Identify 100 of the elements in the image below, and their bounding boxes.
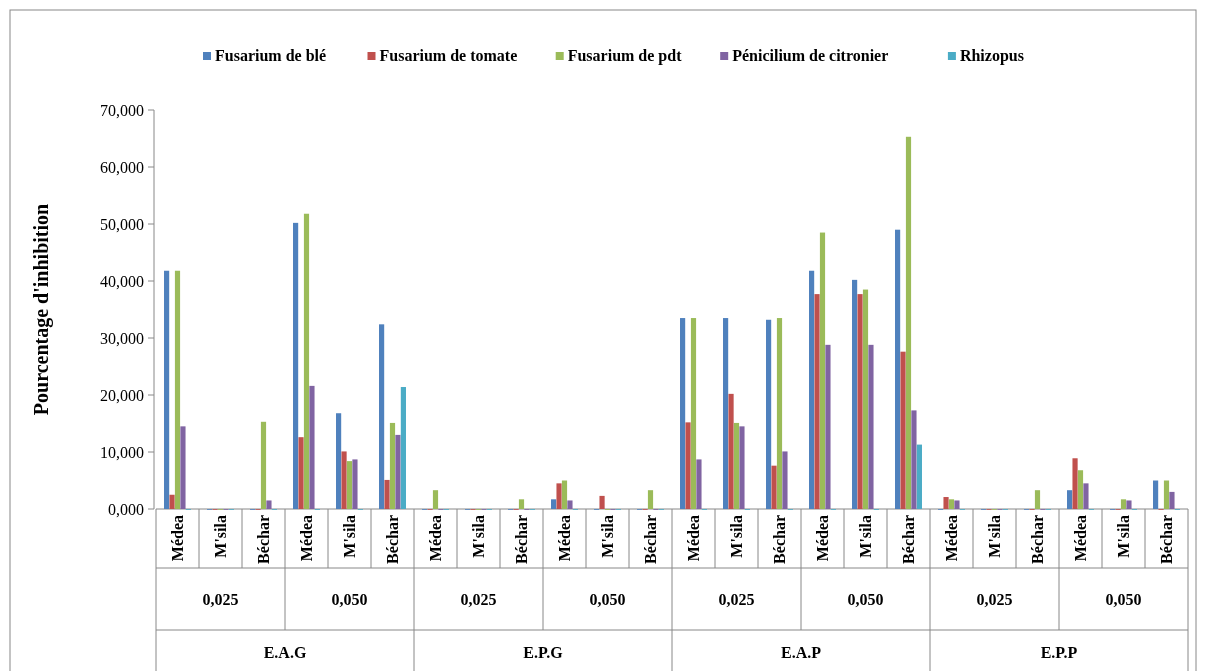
bar <box>857 294 863 509</box>
bar <box>164 270 170 509</box>
x-tick-label: M'sila <box>212 515 230 558</box>
bar <box>825 344 831 509</box>
bar <box>1120 499 1127 509</box>
x-tick-label: Médea <box>169 515 187 562</box>
bar <box>518 499 525 509</box>
text: 0,025 <box>202 590 239 608</box>
bar <box>819 232 826 509</box>
bar <box>1169 491 1175 509</box>
bar <box>943 497 949 509</box>
x-tick-label: Médea <box>814 515 832 562</box>
x-tick-label: Médea <box>1072 515 1090 562</box>
bar <box>174 270 181 509</box>
bar <box>728 393 734 509</box>
legend-label: Fusarium de blé <box>215 47 327 64</box>
bar <box>395 434 401 509</box>
x-tick-label: Médea <box>556 515 574 562</box>
legend-label: Fusarium de tomate <box>379 47 518 64</box>
bar <box>905 136 912 509</box>
bar <box>696 459 702 509</box>
bar <box>895 229 901 509</box>
text: E.A.G <box>263 643 307 661</box>
bar <box>948 499 955 509</box>
bar <box>599 495 605 509</box>
bar <box>432 490 439 509</box>
bar <box>1163 480 1170 509</box>
bar <box>723 318 729 509</box>
x-tick-label: Béchar <box>771 515 789 564</box>
text: 0,050 <box>847 590 884 608</box>
text: E.A.P <box>781 643 822 661</box>
y-tick-label: 50,000 <box>100 215 144 233</box>
bar <box>916 444 922 509</box>
bar <box>954 500 960 509</box>
bar <box>862 289 869 509</box>
bar <box>551 499 557 509</box>
x-tick-label: M'sila <box>986 515 1004 558</box>
bar <box>782 451 788 509</box>
bar <box>309 385 315 509</box>
y-tick-label: 60,000 <box>100 158 144 176</box>
x-tick-label: M'sila <box>470 515 488 558</box>
bar <box>911 410 917 509</box>
bar <box>647 490 654 509</box>
bar <box>260 421 267 509</box>
bar <box>776 318 783 509</box>
legend-label: Pénicilium de citronier <box>732 47 889 64</box>
x-tick-label: Béchar <box>384 515 402 564</box>
bar <box>868 344 874 509</box>
x-tick-label: M'sila <box>728 515 746 558</box>
bar <box>685 422 691 509</box>
y-tick-label: 70,000 <box>100 101 144 119</box>
bar <box>303 213 310 509</box>
bar <box>733 422 740 509</box>
bar <box>556 483 562 509</box>
bar <box>680 318 686 509</box>
bar <box>341 451 347 509</box>
bar <box>266 500 272 509</box>
bar <box>814 294 820 509</box>
bar <box>169 494 175 509</box>
y-tick-label: 30,000 <box>100 329 144 347</box>
bar <box>346 461 353 509</box>
bar <box>766 319 772 509</box>
bar <box>1072 458 1078 509</box>
x-tick-label: Béchar <box>513 515 531 564</box>
bar <box>400 387 406 509</box>
x-tick-label: Médea <box>685 515 703 562</box>
bar <box>384 479 390 509</box>
y-tick-label: 10,000 <box>100 443 144 461</box>
bar <box>809 270 815 509</box>
legend-label: Fusarium de pdt <box>567 47 683 65</box>
y-tick-label: 40,000 <box>100 272 144 290</box>
bar <box>1034 490 1041 509</box>
bar <box>180 426 186 509</box>
bar <box>1126 500 1132 509</box>
bar <box>1153 480 1159 509</box>
text: 0,025 <box>718 590 755 608</box>
bar <box>389 422 396 509</box>
text: 0,050 <box>331 590 368 608</box>
x-tick-label: Béchar <box>642 515 660 564</box>
text: E.P.P <box>1040 643 1078 661</box>
bar <box>1077 470 1084 509</box>
bar <box>1083 483 1089 509</box>
x-tick-label: M'sila <box>1115 515 1133 558</box>
y-tick-label: 20,000 <box>100 386 144 404</box>
bar <box>379 324 385 509</box>
text: 0,025 <box>460 590 497 608</box>
bar <box>561 480 568 509</box>
bar <box>1067 490 1073 509</box>
x-tick-label: M'sila <box>341 515 359 558</box>
bar <box>567 500 573 509</box>
bar <box>336 413 342 509</box>
x-tick-label: Béchar <box>1158 515 1176 564</box>
x-tick-label: Béchar <box>1029 515 1047 564</box>
text: 0,025 <box>976 590 1013 608</box>
x-tick-label: M'sila <box>599 515 617 558</box>
text: 0,050 <box>1105 590 1142 608</box>
bar <box>739 426 745 509</box>
legend-label: Rhizopus <box>959 47 1024 65</box>
y-axis-title: Pourcentage d'inhibition <box>30 203 53 416</box>
x-tick-label: Béchar <box>255 515 273 564</box>
